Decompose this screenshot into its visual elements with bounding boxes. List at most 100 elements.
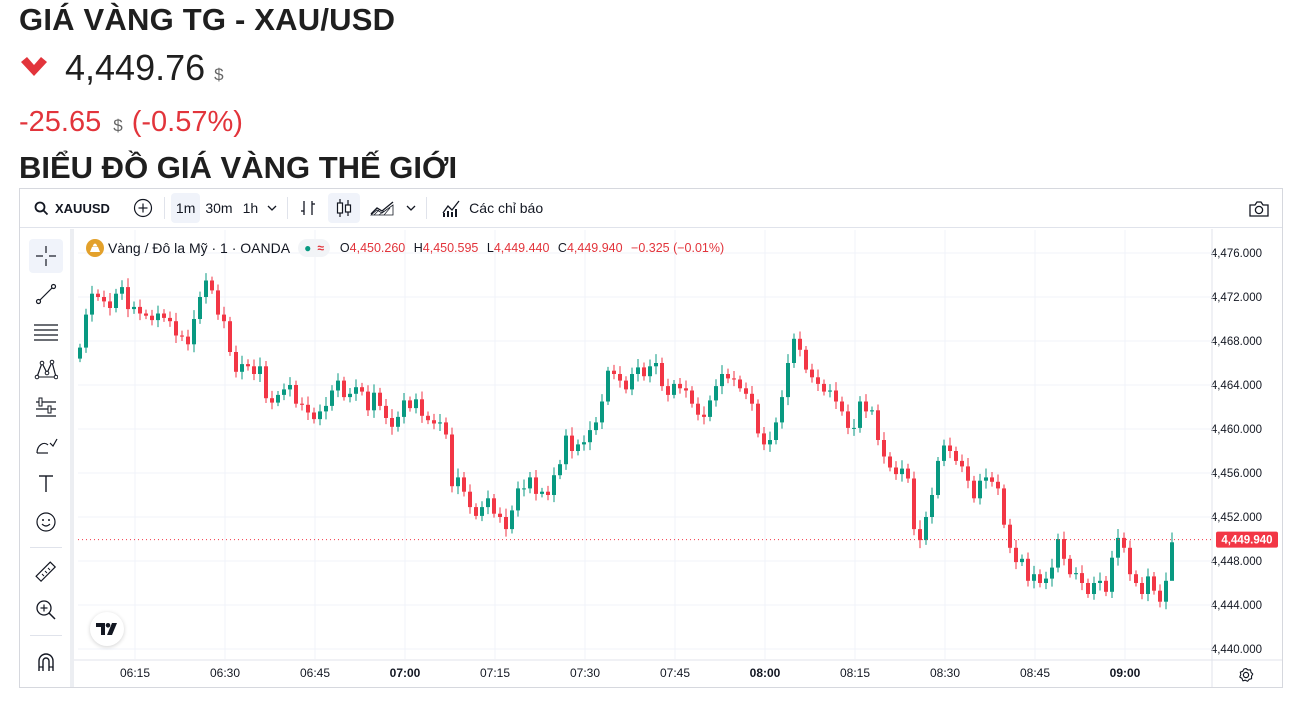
- candle-body: [372, 392, 376, 411]
- candle-body: [1038, 574, 1042, 583]
- candle-body: [978, 480, 982, 499]
- candle-body: [714, 386, 718, 401]
- measure-tool[interactable]: [29, 555, 63, 589]
- market-status-badge[interactable]: ● ≈: [298, 239, 330, 257]
- candle-body: [498, 513, 502, 517]
- candle-body: [504, 517, 508, 530]
- candle-body: [1044, 578, 1048, 583]
- candle-body: [594, 422, 598, 431]
- candle-body: [102, 297, 106, 302]
- candle-body: [1068, 558, 1072, 575]
- candle-body: [774, 422, 778, 440]
- chart-type-dropdown[interactable]: [402, 193, 420, 223]
- candle-body: [342, 380, 346, 398]
- candle-body: [450, 434, 454, 487]
- candle-body: [474, 507, 478, 516]
- candle-body: [612, 370, 616, 374]
- candle-body: [1158, 590, 1162, 602]
- tradingview-icon: [96, 623, 117, 635]
- magnet-tool[interactable]: [29, 645, 63, 679]
- zoom-in-tool[interactable]: [29, 593, 63, 627]
- candle-body: [660, 363, 664, 387]
- compare-symbol-button[interactable]: [128, 193, 158, 223]
- candle-body: [624, 380, 628, 390]
- candle-body: [228, 321, 232, 352]
- candle-body: [636, 367, 640, 374]
- price-change-percent: (-0.57%): [131, 105, 243, 138]
- candle-style-button[interactable]: [328, 193, 361, 223]
- x-tick-label: 08:45: [1020, 666, 1050, 680]
- candle-body: [1050, 567, 1054, 579]
- trend-line-tool[interactable]: [29, 277, 63, 311]
- x-tick-label: 06:30: [210, 666, 240, 680]
- candle-body: [408, 400, 412, 409]
- timeframe-1h[interactable]: 1h: [242, 200, 259, 216]
- x-tick-label: 06:15: [120, 666, 150, 680]
- crosshair-tool[interactable]: [29, 239, 63, 273]
- ruler-icon: [35, 561, 57, 583]
- candle-body: [678, 383, 682, 389]
- emoji-tool[interactable]: [29, 505, 63, 539]
- chevron-down-icon: [406, 205, 416, 211]
- candle-body: [84, 314, 88, 348]
- candle-body: [516, 488, 520, 511]
- forecast-tool[interactable]: [29, 391, 63, 425]
- candle-body: [486, 498, 490, 508]
- chart-settings-button[interactable]: [1236, 665, 1256, 685]
- candle-body: [1020, 558, 1024, 563]
- high-value: 4,450.595: [422, 241, 479, 255]
- low-label: L: [486, 241, 494, 255]
- area-style-button[interactable]: [366, 193, 398, 223]
- candle-body: [816, 377, 820, 384]
- candle-body: [132, 306, 136, 310]
- magnet-icon: [38, 653, 54, 671]
- x-tick-label: 09:00: [1110, 666, 1141, 680]
- x-tick-label: 08:15: [840, 666, 870, 680]
- timeframe-30m[interactable]: 30m: [205, 200, 233, 216]
- candle-body: [876, 410, 880, 440]
- pattern-tool[interactable]: [29, 353, 63, 387]
- candle-body: [726, 374, 730, 379]
- candle-body: [582, 442, 586, 445]
- tradingview-logo[interactable]: [90, 612, 124, 646]
- candle-body: [1152, 576, 1156, 591]
- candle-body: [336, 380, 340, 391]
- candle-body: [1014, 547, 1018, 563]
- candle-body: [798, 338, 802, 350]
- candle-body: [828, 390, 832, 392]
- candle-body: [1026, 558, 1030, 581]
- candle-body: [354, 387, 358, 394]
- chevron-down-icon: [267, 205, 277, 211]
- candle-body: [126, 287, 130, 310]
- indicators-button[interactable]: Các chỉ báo: [433, 193, 551, 223]
- candle-body: [540, 491, 544, 494]
- change-unit: $: [113, 116, 123, 135]
- brush-tool[interactable]: [29, 429, 63, 463]
- price-chart[interactable]: 4,476.000 4,472.000 4,468.000 4,464.000 4,46…: [20, 189, 1282, 687]
- candle-body: [552, 475, 556, 495]
- y-tick-label: 4,440.000: [1211, 644, 1262, 656]
- current-price: 4,449.76: [65, 47, 206, 88]
- candle-body: [1056, 539, 1060, 568]
- timeframe-dropdown[interactable]: [263, 193, 281, 223]
- candle-body: [414, 399, 418, 409]
- plus-circle-icon: [133, 198, 153, 218]
- candle-body: [210, 280, 214, 291]
- candle-body: [834, 390, 838, 402]
- candle-body: [162, 313, 166, 318]
- candle-body: [138, 306, 142, 314]
- snapshot-button[interactable]: [1244, 194, 1274, 224]
- symbol-search-button[interactable]: XAUUSD: [28, 193, 116, 223]
- bar-style-button[interactable]: [294, 193, 322, 223]
- text-tool[interactable]: [29, 467, 63, 501]
- candle-body: [1086, 583, 1090, 594]
- candle-body: [270, 398, 274, 403]
- candle-body: [174, 321, 178, 336]
- candle-body: [810, 369, 814, 378]
- candle-body: [1074, 573, 1078, 575]
- fib-retracement-tool[interactable]: [29, 315, 63, 349]
- candle-body: [972, 480, 976, 499]
- timeframe-1m[interactable]: 1m: [170, 193, 201, 223]
- candle-body: [708, 400, 712, 417]
- candle-body: [576, 444, 580, 451]
